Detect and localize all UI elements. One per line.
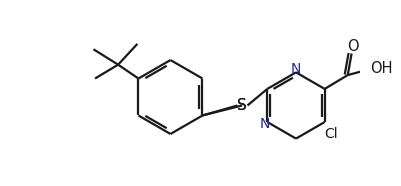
Text: OH: OH: [371, 61, 393, 76]
Text: Cl: Cl: [324, 127, 338, 141]
Text: N: N: [291, 62, 301, 76]
Text: N: N: [260, 117, 270, 131]
Text: S: S: [237, 98, 247, 113]
Text: S: S: [237, 98, 247, 113]
Text: O: O: [347, 39, 359, 54]
